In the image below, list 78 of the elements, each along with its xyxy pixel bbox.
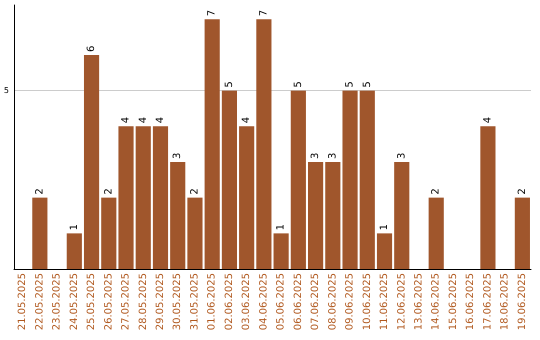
bar bbox=[376, 233, 392, 269]
x-tick-label: 14.06.2025 bbox=[430, 273, 442, 330]
bar bbox=[118, 126, 134, 269]
x-tick-label: 04.06.2025 bbox=[258, 273, 270, 330]
bar bbox=[360, 90, 375, 269]
x-tick-label: 10.06.2025 bbox=[362, 273, 373, 330]
x-tick-label: 08.06.2025 bbox=[327, 273, 338, 330]
data-label: 1 bbox=[68, 224, 80, 230]
bar bbox=[514, 198, 530, 269]
x-tick-label: 13.06.2025 bbox=[413, 273, 424, 330]
data-label: 4 bbox=[482, 116, 494, 124]
x-tick-label: 06.06.2025 bbox=[292, 273, 304, 330]
x-tick-label: 18.06.2025 bbox=[500, 273, 511, 330]
data-label: 4 bbox=[120, 116, 132, 124]
bar bbox=[101, 198, 116, 269]
bar bbox=[480, 126, 496, 269]
data-label: 2 bbox=[34, 188, 46, 195]
x-tick-label: 17.06.2025 bbox=[482, 273, 494, 330]
bar bbox=[136, 126, 151, 269]
data-label: 2 bbox=[189, 188, 200, 195]
x-tick-label: 31.05.2025 bbox=[189, 273, 200, 330]
x-tick-label: 30.05.2025 bbox=[172, 273, 184, 330]
data-label: 4 bbox=[154, 116, 166, 124]
data-label: 3 bbox=[396, 152, 408, 159]
x-tick-label: 01.06.2025 bbox=[206, 273, 218, 330]
data-label: 5 bbox=[344, 81, 356, 88]
bar bbox=[308, 162, 324, 269]
data-label: 3 bbox=[310, 152, 322, 159]
data-label: 5 bbox=[224, 81, 235, 88]
x-tick-label: 27.05.2025 bbox=[120, 273, 132, 330]
x-tick-label: 21.05.2025 bbox=[17, 273, 28, 330]
x-tick-label: 03.06.2025 bbox=[241, 273, 252, 330]
x-tick-label: 24.05.2025 bbox=[68, 273, 80, 330]
x-tick-label: 15.06.2025 bbox=[448, 273, 459, 330]
bar bbox=[84, 54, 100, 269]
bar bbox=[187, 198, 203, 269]
x-tick-label: 16.06.2025 bbox=[465, 273, 476, 330]
bar bbox=[222, 90, 237, 269]
x-tick-label: 19.06.2025 bbox=[516, 273, 528, 330]
x-tick-label: 05.06.2025 bbox=[276, 273, 287, 330]
x-tick-label: 09.06.2025 bbox=[344, 273, 356, 330]
bar bbox=[256, 19, 272, 269]
data-label: 2 bbox=[103, 188, 114, 195]
bar bbox=[325, 162, 340, 269]
data-label: 7 bbox=[258, 10, 270, 16]
x-tick-label: 29.05.2025 bbox=[154, 273, 166, 330]
bar bbox=[204, 19, 220, 269]
x-tick-label: 11.06.2025 bbox=[379, 273, 390, 330]
bar bbox=[274, 233, 289, 269]
data-label: 6 bbox=[86, 46, 98, 52]
data-label: 7 bbox=[206, 10, 218, 16]
x-tick-label: 26.05.2025 bbox=[103, 273, 114, 330]
x-tick-label: 12.06.2025 bbox=[396, 273, 408, 330]
data-label: 5 bbox=[362, 81, 373, 88]
x-tick-label: 22.05.2025 bbox=[34, 273, 46, 330]
bar bbox=[152, 126, 168, 269]
x-tick-label: 28.05.2025 bbox=[138, 273, 149, 330]
data-label: 5 bbox=[292, 81, 304, 88]
bar bbox=[394, 162, 410, 269]
data-label: 2 bbox=[516, 188, 528, 195]
data-label: 1 bbox=[379, 224, 390, 230]
data-label: 4 bbox=[241, 116, 252, 124]
bar bbox=[290, 90, 306, 269]
x-tick-label: 23.05.2025 bbox=[52, 273, 63, 330]
data-label: 3 bbox=[172, 152, 184, 159]
bar bbox=[32, 198, 48, 269]
bar bbox=[170, 162, 186, 269]
bar bbox=[239, 126, 254, 269]
data-label: 4 bbox=[138, 116, 149, 124]
bar bbox=[342, 90, 358, 269]
bar bbox=[66, 233, 82, 269]
x-tick-label: 02.06.2025 bbox=[224, 273, 235, 330]
x-tick-label: 07.06.2025 bbox=[310, 273, 322, 330]
bar bbox=[428, 198, 444, 269]
x-tick-label: 25.05.2025 bbox=[86, 273, 98, 330]
data-label: 2 bbox=[430, 188, 442, 195]
data-label: 3 bbox=[327, 152, 338, 159]
data-label: 1 bbox=[276, 224, 287, 230]
